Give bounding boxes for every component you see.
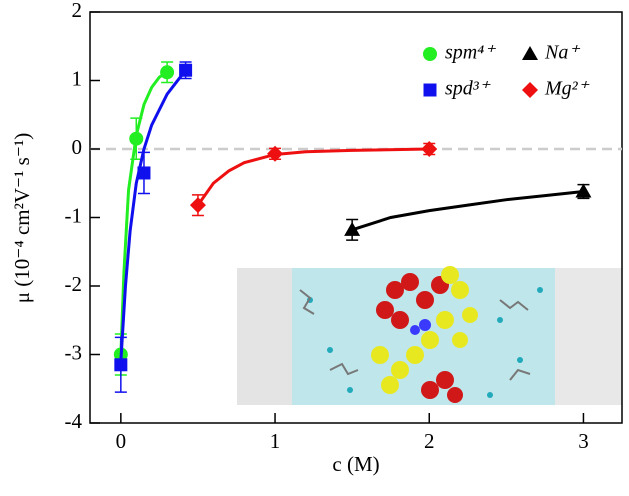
x-axis-label: c (M) — [332, 452, 379, 476]
marker — [421, 141, 438, 157]
fit-line — [119, 71, 168, 355]
fit-line — [196, 147, 430, 207]
legend-label: spd³⁺ — [445, 78, 491, 100]
y-tick-label: -1 — [65, 203, 83, 227]
y-tick-label: -3 — [65, 340, 83, 364]
marker — [189, 197, 206, 214]
marker — [267, 145, 284, 162]
marker — [423, 47, 437, 61]
legend-label: spm⁴⁺ — [445, 42, 496, 64]
y-tick-label: -4 — [65, 409, 83, 433]
marker — [344, 221, 361, 236]
marker — [129, 131, 144, 146]
marker — [179, 63, 193, 77]
marker — [160, 65, 175, 80]
y-tick-label: 0 — [72, 135, 83, 159]
legend-label: Mg²⁺ — [544, 78, 590, 100]
marker — [522, 46, 538, 60]
y-tick-label: 2 — [72, 0, 83, 22]
marker — [137, 166, 151, 180]
x-tick-label: 1 — [270, 429, 281, 453]
legend-label: Na⁺ — [544, 42, 580, 64]
marker — [114, 358, 128, 372]
x-tick-label: 2 — [424, 429, 435, 453]
marker — [423, 83, 437, 97]
x-tick-label: 3 — [578, 429, 589, 453]
x-tick-label: 0 — [116, 429, 127, 453]
marker — [575, 183, 592, 198]
fit-line — [119, 69, 187, 362]
y-axis-label: μ (10⁻⁴ cm²V⁻¹ s⁻¹) — [10, 133, 34, 303]
fit-line — [351, 189, 584, 232]
marker — [522, 82, 538, 98]
y-tick-label: 1 — [72, 66, 83, 90]
y-tick-label: -2 — [65, 272, 83, 296]
inset-image — [237, 266, 622, 405]
